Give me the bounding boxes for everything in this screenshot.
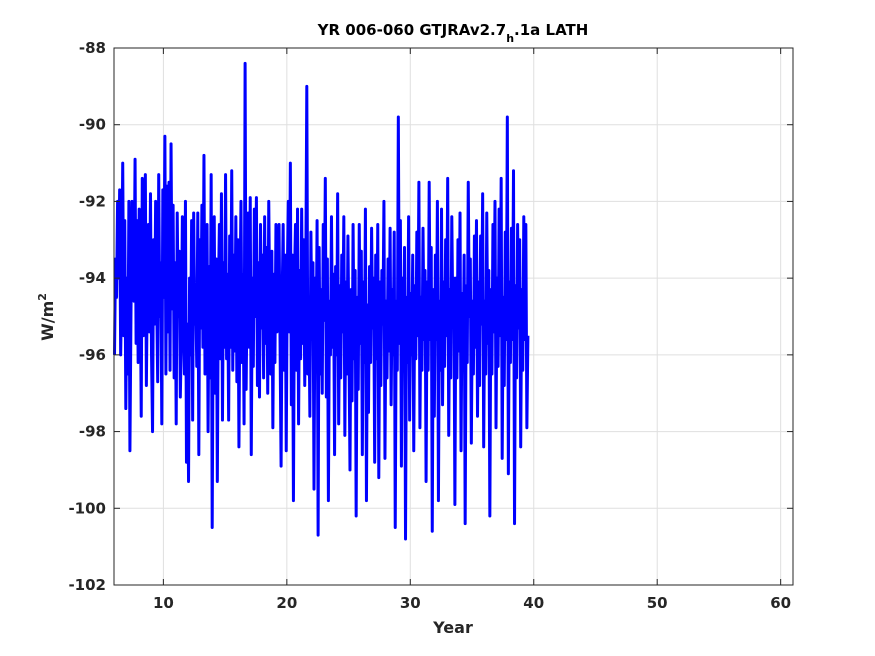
x-tick-label: 30 — [400, 594, 421, 612]
y-axis-label: W/m2 — [36, 293, 57, 341]
y-tick-label: -102 — [68, 576, 106, 594]
y-axis-label-sup: 2 — [36, 293, 49, 301]
y-tick-label: -98 — [79, 423, 106, 441]
chart-title: YR 006-060 GTJRAv2.7h.1a LATH — [317, 21, 589, 45]
x-tick-label: 40 — [523, 594, 544, 612]
y-axis-label-base: W/m — [38, 301, 57, 341]
x-axis-label: Year — [432, 618, 473, 637]
y-tick-label: -88 — [79, 39, 106, 57]
tick-layer: 10 20 30 40 50 60 -102 -100 -98 -96 -94 -92 -90 -88 — [68, 39, 793, 612]
x-tick-label: 20 — [276, 594, 297, 612]
chart-title-main: YR 006-060 GTJRAv2.7 — [317, 21, 507, 39]
y-tick-label: -90 — [79, 116, 106, 134]
y-tick-label: -94 — [79, 269, 106, 287]
axes-frame — [113, 47, 794, 586]
chart-title-tail: .1a LATH — [514, 21, 588, 39]
series-layer — [112, 61, 530, 541]
y-tick-label: -92 — [79, 192, 106, 210]
y-tick-label: -96 — [79, 346, 106, 364]
chart-title-subscript: h — [506, 32, 514, 45]
y-tick-label: -100 — [68, 499, 106, 517]
series-line — [112, 61, 530, 541]
x-tick-label: 60 — [770, 594, 791, 612]
x-tick-label: 50 — [647, 594, 668, 612]
x-tick-label: 10 — [153, 594, 174, 612]
